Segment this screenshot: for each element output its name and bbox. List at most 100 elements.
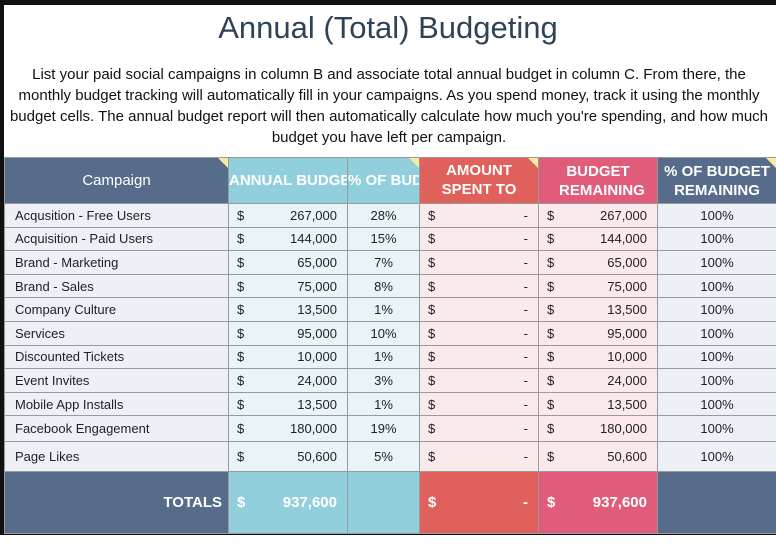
amount-spent-cell[interactable]: $ - xyxy=(419,273,539,299)
percent-remaining-cell[interactable]: 100% xyxy=(657,391,776,417)
amount-value: - xyxy=(523,494,528,512)
budget-remaining-cell[interactable]: $75,000 xyxy=(538,273,658,299)
campaign-cell[interactable]: Acquisition - Paid Users xyxy=(4,226,229,252)
amount-spent-cell[interactable]: $ - xyxy=(419,415,539,443)
amount-spent-cell[interactable]: $ - xyxy=(419,203,539,228)
currency-symbol: $ xyxy=(547,302,555,318)
amount-spent-cell[interactable]: $ - xyxy=(419,391,539,417)
currency-symbol: $ xyxy=(237,396,245,412)
annual-budget-cell[interactable]: $65,000 xyxy=(228,250,348,275)
header-annual-budget[interactable]: ANNUAL BUDGET xyxy=(228,157,348,204)
campaign-cell[interactable]: Discounted Tickets xyxy=(4,344,229,370)
percent-of-budget-cell[interactable]: 15% xyxy=(347,226,420,252)
annual-budget-cell[interactable]: $24,000 xyxy=(228,368,348,393)
header-budget-remaining[interactable]: BUDGET REMAINING xyxy=(538,157,658,204)
budget-remaining-cell[interactable]: $144,000 xyxy=(538,226,658,252)
currency-symbol: $ xyxy=(547,278,555,294)
campaign-cell[interactable]: Company Culture xyxy=(4,297,229,322)
annual-budget-cell[interactable]: $75,000 xyxy=(228,273,348,299)
amount-spent-cell[interactable]: $ - xyxy=(419,250,539,275)
amount-spent-cell[interactable]: $ - xyxy=(419,320,539,346)
amount-spent-cell[interactable]: $ - xyxy=(419,297,539,322)
budget-remaining-cell[interactable]: $10,000 xyxy=(538,344,658,370)
campaign-cell[interactable]: Mobile App Installs xyxy=(4,391,229,417)
campaign-cell[interactable]: Page Likes xyxy=(4,441,229,473)
budget-remaining-cell[interactable]: $13,500 xyxy=(538,297,658,322)
header-percent-remaining[interactable]: % OF BUDGET REMAINING xyxy=(657,157,776,204)
amount-spent-cell[interactable]: $ - xyxy=(419,344,539,370)
total-annual-budget[interactable]: $937,600 xyxy=(228,471,348,535)
percent-of-budget-cell[interactable]: 3% xyxy=(347,368,420,393)
budget-remaining-cell[interactable]: $95,000 xyxy=(538,320,658,346)
percent-remaining-cell[interactable]: 100% xyxy=(657,297,776,322)
percent-remaining-cell[interactable]: 100% xyxy=(657,273,776,299)
currency-symbol: $ xyxy=(237,372,245,388)
comment-marker-icon[interactable] xyxy=(528,158,538,168)
percent-remaining-cell[interactable]: 100% xyxy=(657,415,776,443)
comment-marker-icon[interactable] xyxy=(218,158,228,168)
budget-remaining-cell[interactable]: $24,000 xyxy=(538,368,658,393)
amount-value: - xyxy=(523,421,528,437)
annual-budget-cell[interactable]: $13,500 xyxy=(228,297,348,322)
amount-value: - xyxy=(523,207,528,223)
annual-budget-cell[interactable]: $10,000 xyxy=(228,344,348,370)
annual-budget-cell[interactable]: $95,000 xyxy=(228,320,348,346)
campaign-cell[interactable]: Event Invites xyxy=(4,368,229,393)
amount-spent-cell[interactable]: $ - xyxy=(419,441,539,473)
budget-remaining-cell[interactable]: $50,600 xyxy=(538,441,658,473)
header-amount-spent[interactable]: AMOUNT SPENT TO DATE xyxy=(419,157,539,204)
percent-remaining-cell[interactable]: 100% xyxy=(657,320,776,346)
total-budget-remaining[interactable]: $937,600 xyxy=(538,471,658,535)
percent-remaining-cell[interactable]: 100% xyxy=(657,368,776,393)
annual-budget-cell[interactable]: $50,600 xyxy=(228,441,348,473)
percent-of-budget-cell[interactable]: 28% xyxy=(347,203,420,228)
currency-symbol: $ xyxy=(428,449,436,465)
percent-remaining-cell[interactable]: 100% xyxy=(657,226,776,252)
annual-budget-cell[interactable]: $144,000 xyxy=(228,226,348,252)
amount-value: 24,000 xyxy=(297,372,337,388)
amount-spent-cell[interactable]: $ - xyxy=(419,226,539,252)
currency-symbol: $ xyxy=(428,325,436,341)
percent-of-budget-cell[interactable]: 5% xyxy=(347,441,420,473)
currency-symbol: $ xyxy=(428,421,436,437)
currency-symbol: $ xyxy=(237,231,245,247)
percent-remaining-cell[interactable]: 100% xyxy=(657,250,776,275)
amount-value: - xyxy=(523,449,528,465)
table-row: Facebook Engagement $180,000 19% $ - $180… xyxy=(4,415,776,443)
percent-of-budget-cell[interactable]: 7% xyxy=(347,250,420,275)
campaign-cell[interactable]: Services xyxy=(4,320,229,346)
currency-symbol: $ xyxy=(428,278,436,294)
table-row: Discounted Tickets $10,000 1% $ - $10,000… xyxy=(4,344,776,370)
comment-marker-icon[interactable] xyxy=(409,158,419,168)
amount-value: - xyxy=(523,302,528,318)
percent-of-budget-cell[interactable]: 19% xyxy=(347,415,420,443)
total-percent-remaining-cell[interactable] xyxy=(657,471,776,535)
percent-remaining-cell[interactable]: 100% xyxy=(657,344,776,370)
campaign-cell[interactable]: Acqusition - Free Users xyxy=(4,203,229,228)
percent-of-budget-cell[interactable]: 1% xyxy=(347,344,420,370)
budget-remaining-cell[interactable]: $180,000 xyxy=(538,415,658,443)
total-amount-spent[interactable]: $ - xyxy=(419,471,539,535)
campaign-cell[interactable]: Facebook Engagement xyxy=(4,415,229,443)
percent-remaining-cell[interactable]: 100% xyxy=(657,203,776,228)
total-percent-cell[interactable] xyxy=(347,471,420,535)
annual-budget-cell[interactable]: $180,000 xyxy=(228,415,348,443)
amount-value: 95,000 xyxy=(607,325,647,341)
budget-remaining-cell[interactable]: $13,500 xyxy=(538,391,658,417)
annual-budget-cell[interactable]: $13,500 xyxy=(228,391,348,417)
percent-of-budget-cell[interactable]: 1% xyxy=(347,391,420,417)
campaign-cell[interactable]: Brand - Sales xyxy=(4,273,229,299)
header-campaign[interactable]: Campaign xyxy=(4,157,229,204)
table-row: Company Culture $13,500 1% $ - $13,500 10… xyxy=(4,297,776,322)
comment-marker-icon[interactable] xyxy=(766,158,776,168)
budget-remaining-cell[interactable]: $65,000 xyxy=(538,250,658,275)
percent-of-budget-cell[interactable]: 8% xyxy=(347,273,420,299)
percent-of-budget-cell[interactable]: 10% xyxy=(347,320,420,346)
header-percent-of-budget[interactable]: % OF BUDGET xyxy=(347,157,420,204)
amount-spent-cell[interactable]: $ - xyxy=(419,368,539,393)
budget-remaining-cell[interactable]: $267,000 xyxy=(538,203,658,228)
annual-budget-cell[interactable]: $267,000 xyxy=(228,203,348,228)
percent-of-budget-cell[interactable]: 1% xyxy=(347,297,420,322)
percent-remaining-cell[interactable]: 100% xyxy=(657,441,776,473)
campaign-cell[interactable]: Brand - Marketing xyxy=(4,250,229,275)
